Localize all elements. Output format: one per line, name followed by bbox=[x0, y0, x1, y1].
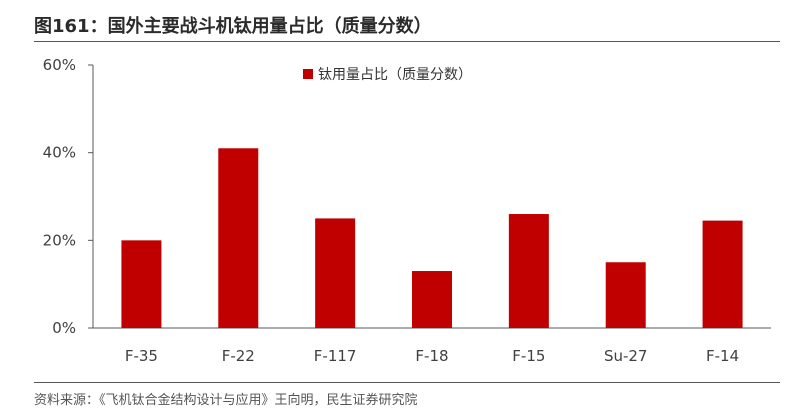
bar-f-14 bbox=[702, 220, 743, 328]
bar-series bbox=[121, 148, 743, 328]
bar-f-15 bbox=[508, 214, 549, 328]
bar-f-117 bbox=[315, 218, 356, 328]
legend-swatch bbox=[303, 69, 313, 79]
y-axis: 0% 20% 40% 60% bbox=[43, 56, 94, 337]
title-rule bbox=[34, 41, 780, 42]
x-tick-label: F-117 bbox=[314, 347, 357, 365]
y-tick-label: 20% bbox=[43, 231, 76, 249]
bar-su-27 bbox=[605, 262, 646, 328]
y-tick-label: 0% bbox=[52, 319, 76, 337]
legend-label: 钛用量占比（质量分数） bbox=[318, 67, 472, 83]
bar-f-22 bbox=[218, 148, 259, 328]
x-tick-label: Su-27 bbox=[604, 347, 648, 365]
x-tick-label: F-18 bbox=[415, 347, 448, 365]
legend: 钛用量占比（质量分数） bbox=[303, 67, 472, 83]
source-rule bbox=[34, 382, 780, 383]
x-tick-label: F-35 bbox=[125, 347, 158, 365]
bar-f-18 bbox=[412, 271, 452, 328]
y-tick-label: 60% bbox=[43, 56, 76, 74]
x-tick-label: F-22 bbox=[222, 347, 255, 365]
x-tick-label: F-15 bbox=[512, 347, 545, 365]
y-tick-label: 40% bbox=[43, 144, 76, 162]
x-axis: F-35 F-22 F-117 F-18 F-15 Su-27 F-14 bbox=[93, 327, 771, 365]
source-note: 资料来源：《飞机钛合金结构设计与应用》王向明，民生证券研究院 bbox=[34, 393, 418, 408]
bar-f-35 bbox=[121, 240, 162, 328]
x-tick-label: F-14 bbox=[706, 347, 739, 365]
figure-title: 图161：国外主要战斗机钛用量占比（质量分数） bbox=[34, 16, 432, 37]
